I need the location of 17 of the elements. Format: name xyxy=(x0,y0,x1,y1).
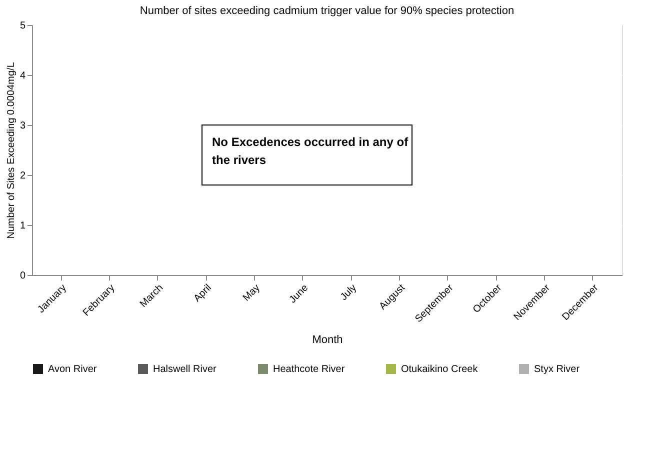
y-tick-label: 4 xyxy=(20,70,26,82)
legend-label: Otukaikino Creek xyxy=(401,364,479,375)
y-tick-label: 1 xyxy=(20,220,26,232)
legend-label: Avon River xyxy=(48,364,98,375)
chart-title: Number of sites exceeding cadmium trigger value for 90% species protection xyxy=(140,5,514,17)
y-axis-title: Number of Sites Exceeding 0.0004mg/L xyxy=(6,62,17,239)
legend-label: Halswell River xyxy=(153,364,218,375)
y-tick-label: 3 xyxy=(20,120,26,132)
x-axis-title: Month xyxy=(312,334,343,346)
x-tick-label: July xyxy=(338,282,359,303)
x-tick-label: May xyxy=(241,282,262,304)
y-tick-label: 5 xyxy=(20,20,26,32)
legend-label: Heathcote River xyxy=(273,364,346,375)
annotation: No Excedences occurred in any of the rivers xyxy=(212,135,410,167)
y-tick-label: 2 xyxy=(20,170,26,182)
legend-label: Styx River xyxy=(534,364,580,375)
y-tick-label: 0 xyxy=(20,270,26,282)
